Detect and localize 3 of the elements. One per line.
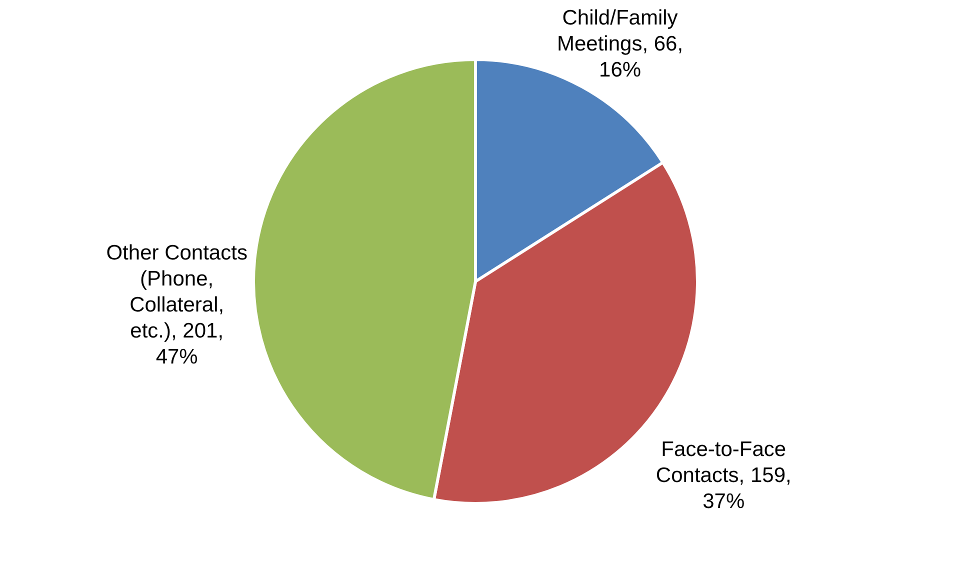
slice-label: Other Contacts (Phone, Collateral, etc.), 201, 47% (106, 241, 248, 368)
slice-label: Child/Family Meetings, 66, 16% (556, 6, 684, 82)
slice-label: Face-to-Face Contacts, 159, 37% (656, 438, 792, 514)
